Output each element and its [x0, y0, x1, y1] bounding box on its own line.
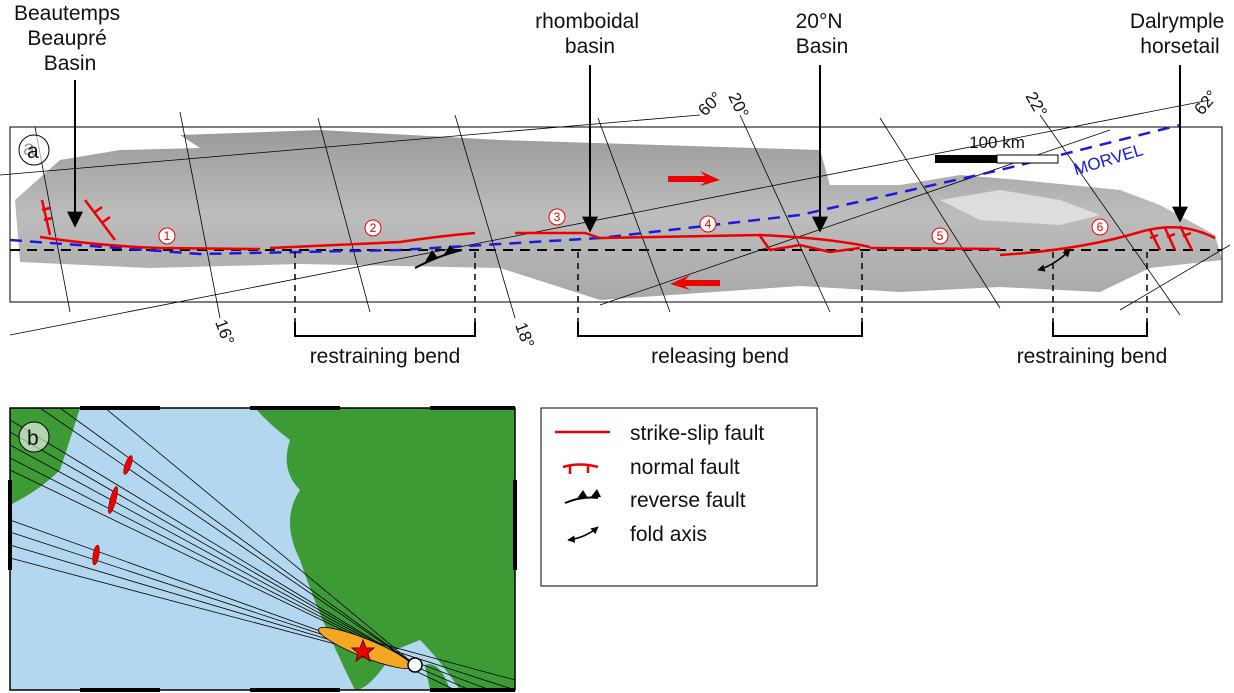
graticule-label: 62° — [1191, 87, 1222, 119]
graticule-label: 16° — [211, 317, 238, 348]
motion-arrow-left — [670, 275, 720, 290]
panel-b: b — [8, 406, 517, 692]
ray-path — [59, 407, 416, 666]
land — [425, 664, 450, 690]
bend-label: restraining bend — [310, 345, 461, 368]
annotation: 20°N Basin — [796, 10, 849, 58]
ray-path — [9, 457, 416, 666]
ray-path — [9, 431, 416, 666]
annotations: Beautemps Beaupré Basin rhomboidal basin… — [14, 2, 1230, 233]
station — [407, 657, 423, 673]
legend-label: normal fault — [630, 456, 740, 479]
ray-path — [9, 419, 416, 666]
segment-circle — [364, 219, 382, 237]
panel-label-circle — [18, 134, 50, 166]
land — [255, 408, 515, 690]
segment-circle — [699, 215, 717, 233]
graticule-label: 22° — [1022, 89, 1051, 121]
bend-label: restraining bend — [1017, 345, 1168, 368]
segment-circle — [548, 208, 566, 226]
segment-number: 1 — [164, 229, 171, 243]
ray-path — [9, 444, 416, 666]
legend-label: fold axis — [630, 523, 707, 546]
bend-label: releasing bend — [651, 345, 789, 368]
bathymetry-highlight — [940, 190, 1100, 225]
annotation: Beautemps Beaupré Basin — [14, 2, 126, 75]
panel-a: 100 km MORVEL 123 456 60° 20° 22° 62° 16°… — [0, 2, 1231, 368]
motion-arrow-right — [668, 171, 720, 186]
frame-ticks — [8, 406, 517, 692]
epicenter-star — [350, 638, 376, 663]
bathymetry — [15, 130, 1222, 300]
panel-label-circle — [18, 421, 50, 453]
graticule-label: 20° — [724, 90, 752, 121]
panel-label: b — [27, 427, 39, 450]
legend-label: reverse fault — [630, 489, 746, 512]
normal-faults — [40, 199, 1194, 251]
ridge-points — [92, 455, 133, 566]
plate-model-label: MORVEL — [1071, 140, 1145, 179]
segment-circle — [931, 227, 949, 245]
fold-axis — [1037, 249, 1071, 272]
panel-label: a — [27, 140, 39, 163]
segment-number: 6 — [1097, 220, 1104, 234]
scale-label: 100 km — [969, 133, 1025, 152]
segment-number: 5 — [937, 229, 944, 243]
annotation: rhomboidal basin — [535, 10, 645, 58]
segment-number: 2 — [370, 221, 377, 235]
ray-path — [104, 407, 416, 666]
segment-circle — [1091, 218, 1109, 236]
segment-number: 3 — [554, 210, 561, 224]
panel-a-frame — [9, 126, 1223, 303]
reverse-fault-teeth — [425, 245, 455, 262]
segment-number: 4 — [705, 217, 712, 231]
reverse-fault — [414, 249, 463, 269]
legend: strike-slip fault normal fault reverse f… — [540, 407, 818, 587]
ray-path — [39, 407, 416, 666]
scale-bar: 100 km — [935, 133, 1059, 164]
graticule-label: 18° — [511, 320, 538, 351]
segment-circle — [158, 227, 176, 245]
annotation: Dalrymple horsetail — [1130, 10, 1230, 58]
segment-numbers: 1 2 3 4 5 6 — [158, 208, 1109, 245]
graticule — [0, 99, 1231, 336]
bends — [294, 252, 1148, 337]
legend-label: strike-slip fault — [630, 422, 764, 445]
